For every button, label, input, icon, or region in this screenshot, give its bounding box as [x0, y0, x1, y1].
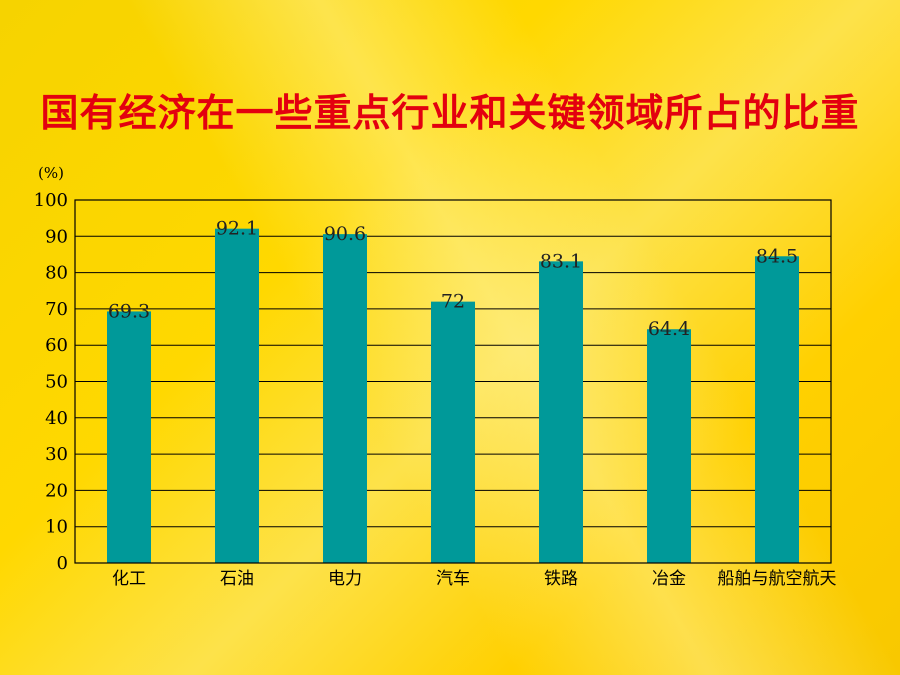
y-axis-unit: (%) — [38, 164, 64, 182]
y-tick-label: 0 — [57, 553, 68, 574]
bar — [539, 261, 583, 563]
y-tick-label: 20 — [45, 480, 68, 501]
category-label: 船舶与航空航天 — [718, 569, 837, 589]
plot-frame — [74, 199, 832, 564]
y-tick-label: 30 — [45, 444, 68, 465]
category-label: 电力 — [328, 569, 362, 589]
y-tick-label: 40 — [45, 408, 68, 429]
category-label: 铁路 — [544, 569, 578, 589]
data-labels: 69.3 92.1 90.6 72 83.1 64.4 84.5 — [108, 218, 798, 341]
bar — [431, 301, 475, 563]
category-label: 汽车 — [436, 569, 470, 589]
category-labels: 化工 石油 电力 汽车 铁路 冶金 船舶与航空航天 — [112, 569, 837, 589]
bars — [107, 228, 799, 563]
data-label: 84.5 — [756, 245, 798, 267]
bar — [323, 234, 367, 563]
y-tick-label: 70 — [45, 299, 68, 320]
data-label: 90.6 — [324, 223, 366, 245]
y-tick-label: 10 — [45, 517, 68, 538]
y-tick-labels: 0 10 20 30 40 50 60 70 80 90 100 — [34, 190, 68, 574]
y-tick-label: 90 — [45, 226, 68, 247]
bar — [107, 311, 151, 563]
bar — [215, 228, 259, 563]
data-label: 72 — [441, 291, 465, 313]
data-label: 92.1 — [216, 218, 258, 240]
data-label: 64.4 — [648, 318, 690, 340]
y-tick-label: 50 — [45, 372, 68, 393]
category-label: 冶金 — [652, 569, 686, 589]
category-label: 化工 — [112, 569, 146, 589]
y-tick-label: 80 — [45, 263, 68, 284]
y-tick-label: 100 — [34, 190, 68, 211]
bar — [755, 256, 799, 563]
data-label: 69.3 — [108, 300, 150, 322]
data-label: 83.1 — [540, 250, 582, 272]
y-tick-label: 60 — [45, 335, 68, 356]
chart-title: 国有经济在一些重点行业和关键领域所占的比重 — [40, 91, 860, 135]
bar — [647, 329, 691, 563]
category-label: 石油 — [220, 569, 254, 589]
